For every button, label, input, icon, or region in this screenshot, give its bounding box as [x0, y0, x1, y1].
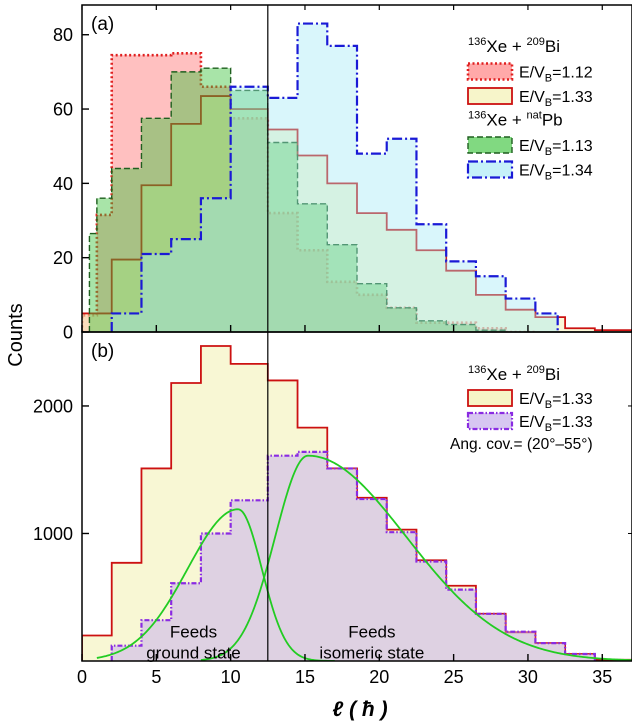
legend-swatch-a	[466, 160, 514, 179]
y-tick-label-a: 80	[53, 25, 73, 45]
plot-area-b	[82, 345, 632, 661]
legend-note-b: Ang. cov.= (20°–55°)	[450, 436, 593, 453]
annotation-b-1: Feeds isomeric state	[319, 623, 424, 663]
x-tick-label-b: 30	[518, 667, 538, 687]
fit-curve-b-0	[96, 508, 335, 661]
legend-label-b: E/VB=1.33	[519, 414, 593, 434]
legend-swatch-a	[466, 62, 514, 81]
fit-curve-b-1	[200, 454, 632, 661]
y-tick-label-a: 60	[53, 100, 73, 120]
y-tick-label-b: 2000	[33, 396, 73, 416]
y-tick-label-a: 40	[53, 174, 73, 194]
histogram-line-b-1	[110, 450, 596, 661]
x-tick-label-b: 0	[77, 667, 87, 687]
legend-swatch-b	[466, 411, 514, 431]
legend-label-a: E/VB=1.33	[519, 89, 593, 109]
x-tick-label-b: 10	[221, 667, 241, 687]
x-tick-label-b: 20	[369, 667, 389, 687]
histogram-line-a-1	[82, 95, 632, 332]
histogram-line-a-3	[110, 22, 559, 332]
panel-a: 0 20 40 60 80 (a) 136Xe + 209Bi E/VB=1.12 E/VB=1…	[53, 4, 632, 343]
x-axis-label: ℓ ( ħ )	[332, 698, 387, 721]
axes-frame-b	[81, 331, 632, 662]
x-tick-label-b: 25	[444, 667, 464, 687]
histogram-fill-a-1	[82, 96, 632, 332]
x-tick-label-b: 35	[592, 667, 612, 687]
y-axis-label: Counts	[5, 303, 27, 366]
x-tick-label-b: 15	[295, 667, 315, 687]
legend-swatch-a	[467, 87, 513, 105]
legend-header-a: 136Xe + natPb	[468, 110, 563, 130]
y-tick-label-a: 0	[63, 323, 73, 343]
y-tick-label-a: 20	[53, 248, 73, 268]
histogram-line-a-2	[88, 67, 507, 332]
legend-swatch-a	[467, 136, 513, 154]
legend-header-b: 136Xe + 209Bi	[468, 364, 560, 384]
annotation-b-0: Feeds ground state	[146, 623, 241, 663]
legend-label-a: E/VB=1.13	[519, 138, 593, 158]
plot-area-a	[82, 22, 632, 332]
legend-label-a: E/VB=1.34	[519, 163, 593, 183]
x-tick-label-b: 5	[151, 667, 161, 687]
histogram-fill-b-1	[111, 451, 595, 661]
legend-label-a: E/VB=1.12	[519, 65, 593, 85]
y-tick-label-b: 1000	[33, 524, 73, 544]
legend-label-b: E/VB=1.33	[519, 391, 593, 411]
panel-b: 1000 2000 0 5 10 15 20 25 30 35 (b) 136Xe + 209Bi E/…	[33, 331, 632, 687]
panel-label-b: (b)	[91, 341, 114, 362]
legend-header-a: 136Xe + 209Bi	[468, 36, 560, 56]
legend-swatch-b	[467, 389, 513, 407]
panel-label-a: (a)	[91, 14, 114, 35]
